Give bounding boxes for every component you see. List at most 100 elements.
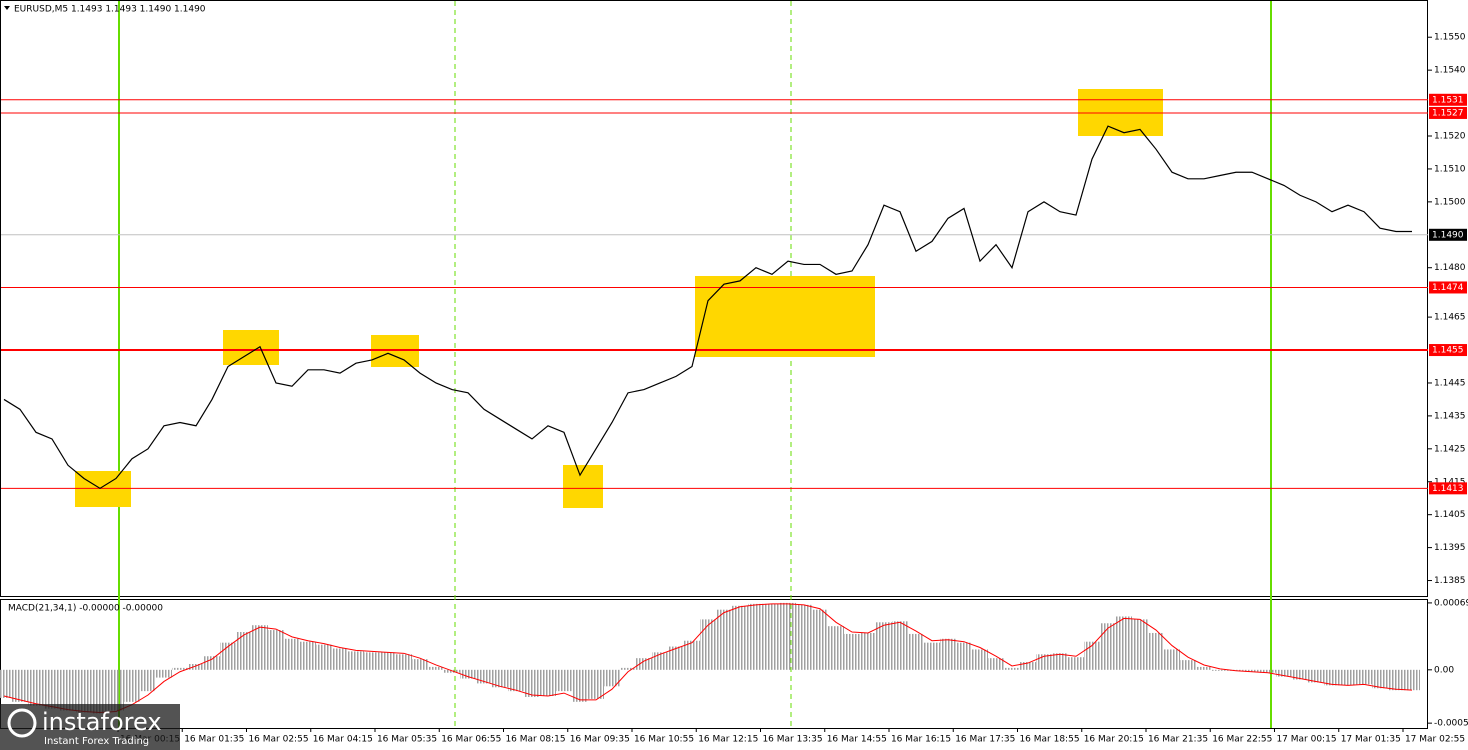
macd-bar — [1276, 669, 1292, 677]
macd-bar — [940, 638, 956, 670]
current-price-label: 1.1490 — [1432, 230, 1464, 240]
macd-bar — [28, 669, 44, 706]
macd-bar — [1404, 669, 1420, 691]
macd-bar — [1004, 667, 1020, 670]
chart-title: EURUSD,M5 1.1493 1.1493 1.1490 1.1490 — [14, 5, 206, 15]
macd-bar — [716, 609, 732, 670]
macd-bar — [844, 633, 860, 670]
x-tick-label: 16 Mar 14:55 — [827, 735, 887, 745]
y-tick-label: 1.1520 — [1434, 132, 1466, 142]
macd-bar — [1164, 649, 1180, 670]
macd-bar — [156, 669, 172, 678]
macd-bar — [1308, 669, 1324, 683]
macd-bar — [364, 652, 380, 670]
y-tick-label: 1.1465 — [1434, 313, 1466, 323]
macd-bar — [284, 638, 300, 670]
x-tick-label: 16 Mar 06:55 — [441, 735, 501, 745]
x-tick-label: 16 Mar 21:35 — [1148, 735, 1208, 745]
zone — [695, 276, 875, 357]
macd-bar — [684, 640, 700, 670]
macd-bar — [636, 658, 652, 670]
macd-bar — [428, 666, 444, 670]
y-tick-label: 0.00069 — [1434, 598, 1468, 608]
zone — [75, 471, 131, 507]
macd-bar — [1020, 662, 1036, 670]
signal-line — [3, 603, 1413, 713]
macd-title: MACD(21,34,1) -0.00000 -0.00000 — [8, 604, 163, 614]
logo: instaforex Instant Forex Trading — [0, 704, 180, 750]
menu-arrow — [4, 6, 10, 10]
y-tick-label: 1.1480 — [1434, 263, 1466, 273]
macd-bar — [204, 656, 220, 670]
y-tick-label: 1.1435 — [1434, 411, 1466, 421]
macd-bar — [860, 632, 876, 670]
macd-bar — [188, 664, 204, 670]
macd-bar — [1388, 669, 1404, 691]
macd-bar — [1292, 669, 1308, 680]
macd-bar — [300, 641, 316, 670]
macd-bar — [92, 669, 108, 714]
y-tick-label: 1.1550 — [1434, 33, 1466, 43]
macd-bar — [1324, 669, 1340, 686]
zone — [563, 465, 603, 508]
x-tick-label: 16 Mar 18:55 — [1019, 735, 1079, 745]
y-tick-label: 1.1500 — [1434, 197, 1466, 207]
x-tick-label: 16 Mar 01:35 — [184, 735, 244, 745]
macd-bar — [380, 652, 396, 670]
level-box — [1429, 344, 1467, 357]
macd-bar — [44, 669, 60, 709]
macd-bar — [556, 669, 572, 692]
macd-bar — [252, 625, 268, 670]
logo-icon — [7, 708, 37, 738]
macd-bar — [60, 669, 76, 711]
x-tick-label: 17 Mar 00:15 — [1276, 735, 1336, 745]
x-tick-label: 16 Mar 08:15 — [505, 735, 565, 745]
macd-bar — [908, 633, 924, 670]
macd-bar — [572, 669, 588, 702]
macd-bar — [748, 603, 764, 670]
macd-bar — [892, 621, 908, 670]
macd-bar — [876, 622, 892, 670]
macd-bar — [620, 667, 636, 670]
zones — [75, 89, 1163, 508]
macd-bar — [1116, 616, 1132, 670]
current-price-box — [1429, 228, 1467, 241]
macd-bar — [332, 648, 348, 670]
macd-bar — [1212, 669, 1228, 671]
level-label: 1.1455 — [1432, 346, 1464, 356]
x-tick-label: 17 Mar 01:35 — [1341, 735, 1401, 745]
macd-bar — [1196, 666, 1212, 670]
y-tick-label: 1.1425 — [1434, 444, 1466, 454]
macd-bar — [540, 669, 556, 696]
y-tick-label: 1.1510 — [1434, 164, 1466, 174]
macd-bar — [124, 669, 140, 702]
macd-bar — [524, 669, 540, 697]
macd-bar — [1372, 669, 1388, 689]
x-tick-label: 16 Mar 13:35 — [762, 735, 822, 745]
macd-bar — [668, 646, 684, 670]
y-tick-label: 1.1385 — [1434, 576, 1466, 586]
x-tick-label: 16 Mar 04:15 — [313, 735, 373, 745]
y-tick-label: 1.1540 — [1434, 66, 1466, 76]
macd-bar — [316, 644, 332, 670]
macd-bar — [140, 669, 156, 692]
macd-bar — [972, 649, 988, 670]
macd-bar — [1052, 653, 1068, 670]
macd-bar — [1100, 623, 1116, 670]
macd-bar — [956, 642, 972, 670]
level-label: 1.1413 — [1432, 484, 1464, 494]
macd-bar — [412, 659, 428, 670]
macd-bar — [588, 669, 604, 699]
level-label: 1.1531 — [1432, 95, 1464, 105]
x-tick-label: 17 Mar 02:55 — [1405, 735, 1465, 745]
macd-bar — [76, 669, 92, 713]
macd-bar — [1180, 660, 1196, 670]
macd-bar — [1148, 632, 1164, 670]
x-tick-label: 16 Mar 20:15 — [1084, 735, 1144, 745]
x-tick-label: 16 Mar 16:15 — [891, 735, 951, 745]
macd-bar — [460, 669, 476, 679]
macd-bar — [924, 642, 940, 670]
macd-bar — [1132, 619, 1148, 670]
macd-bar — [508, 669, 524, 692]
